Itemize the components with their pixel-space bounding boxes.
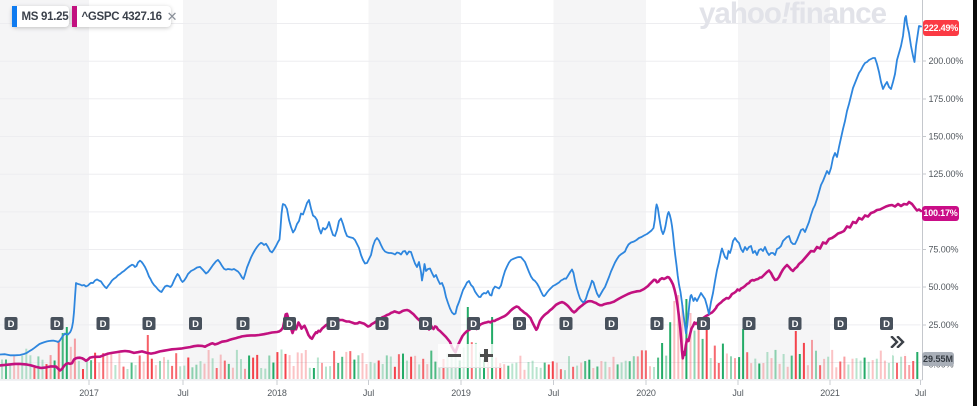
svg-text:D: D (379, 319, 386, 330)
svg-text:50.00%: 50.00% (929, 282, 959, 292)
svg-text:D: D (608, 319, 615, 330)
svg-text:D: D (8, 319, 15, 330)
svg-text:Jul: Jul (915, 388, 926, 398)
svg-text:2017: 2017 (79, 388, 99, 398)
svg-text:D: D (470, 319, 477, 330)
svg-text:2020: 2020 (636, 388, 656, 398)
svg-text:D: D (746, 319, 753, 330)
svg-text:125.00%: 125.00% (929, 169, 964, 179)
svg-text:2018: 2018 (267, 388, 287, 398)
svg-text:Jul: Jul (363, 388, 374, 398)
svg-text:D: D (146, 319, 153, 330)
svg-text:D: D (837, 319, 844, 330)
svg-text:D: D (516, 319, 523, 330)
svg-text:D: D (563, 319, 570, 330)
svg-text:D: D (54, 319, 61, 330)
svg-text:2021: 2021 (820, 388, 840, 398)
svg-text:150.00%: 150.00% (929, 132, 964, 142)
svg-text:25.00%: 25.00% (929, 320, 959, 330)
svg-text:D: D (330, 319, 337, 330)
svg-text:D: D (654, 319, 661, 330)
svg-text:D: D (792, 319, 799, 330)
svg-text:D: D (700, 319, 707, 330)
svg-text:2019: 2019 (451, 388, 471, 398)
svg-text:D: D (883, 319, 890, 330)
svg-text:D: D (286, 319, 293, 330)
svg-text:Jul: Jul (732, 388, 743, 398)
svg-text:D: D (192, 319, 199, 330)
svg-text:Jul: Jul (548, 388, 559, 398)
svg-text:D: D (422, 319, 429, 330)
svg-text:D: D (100, 319, 107, 330)
svg-text:200.00%: 200.00% (929, 56, 964, 66)
svg-text:Jul: Jul (177, 388, 188, 398)
svg-text:175.00%: 175.00% (929, 94, 964, 104)
svg-text:75.00%: 75.00% (929, 245, 959, 255)
svg-text:D: D (240, 319, 247, 330)
